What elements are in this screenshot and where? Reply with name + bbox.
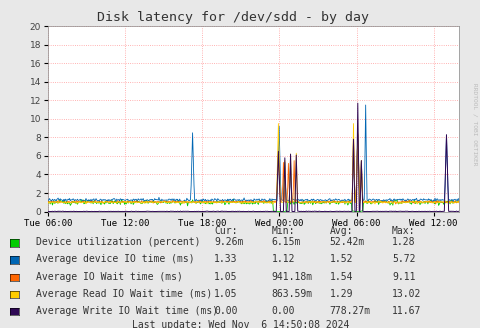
Text: Average Read IO Wait time (ms): Average Read IO Wait time (ms): [36, 289, 212, 298]
Text: 863.59m: 863.59m: [271, 289, 312, 298]
Text: 1.29: 1.29: [329, 289, 352, 298]
Text: 9.11: 9.11: [391, 272, 415, 281]
Text: Device utilization (percent): Device utilization (percent): [36, 237, 200, 247]
Text: 1.05: 1.05: [214, 272, 237, 281]
Text: 1.28: 1.28: [391, 237, 415, 247]
Text: 0.00: 0.00: [271, 306, 295, 316]
Text: Average IO Wait time (ms): Average IO Wait time (ms): [36, 272, 182, 281]
Text: 1.33: 1.33: [214, 255, 237, 264]
Text: 5.72: 5.72: [391, 255, 415, 264]
Text: 13.02: 13.02: [391, 289, 420, 298]
Text: 941.18m: 941.18m: [271, 272, 312, 281]
Text: 1.52: 1.52: [329, 255, 352, 264]
Text: 11.67: 11.67: [391, 306, 420, 316]
Text: 1.05: 1.05: [214, 289, 237, 298]
Text: Avg:: Avg:: [329, 226, 352, 236]
Text: 6.15m: 6.15m: [271, 237, 300, 247]
Text: 52.42m: 52.42m: [329, 237, 364, 247]
Text: 1.54: 1.54: [329, 272, 352, 281]
Text: 9.26m: 9.26m: [214, 237, 243, 247]
Text: Cur:: Cur:: [214, 226, 237, 236]
Text: RRDTOOL / TOBI OETIKER: RRDTOOL / TOBI OETIKER: [471, 83, 476, 166]
Text: Average device IO time (ms): Average device IO time (ms): [36, 255, 194, 264]
Text: Min:: Min:: [271, 226, 295, 236]
Text: 778.27m: 778.27m: [329, 306, 370, 316]
Text: Disk latency for /dev/sdd - by day: Disk latency for /dev/sdd - by day: [97, 11, 369, 25]
Text: 1.12: 1.12: [271, 255, 295, 264]
Text: 0.00: 0.00: [214, 306, 237, 316]
Text: Last update: Wed Nov  6 14:50:08 2024: Last update: Wed Nov 6 14:50:08 2024: [132, 320, 348, 328]
Text: Average Write IO Wait time (ms): Average Write IO Wait time (ms): [36, 306, 218, 316]
Text: Max:: Max:: [391, 226, 415, 236]
